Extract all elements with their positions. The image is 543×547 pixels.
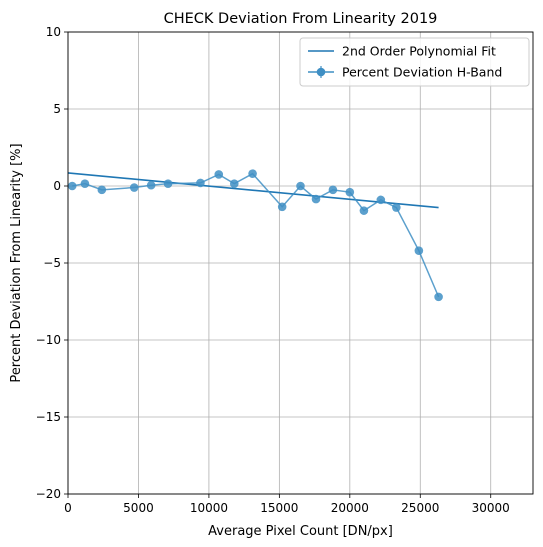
y-tick-label: −15 xyxy=(36,410,61,424)
x-tick-label: 20000 xyxy=(331,501,369,515)
chart-title: CHECK Deviation From Linearity 2019 xyxy=(164,11,438,27)
legend: 2nd Order Polynomial Fit Percent Deviatio… xyxy=(299,37,530,87)
data-point xyxy=(414,246,424,255)
data-point xyxy=(80,179,90,188)
y-tick-label: −5 xyxy=(43,256,61,270)
x-tick-label: 15000 xyxy=(260,501,298,515)
data-point xyxy=(163,179,173,188)
data-point xyxy=(434,292,443,302)
y-tick-label: 10 xyxy=(46,25,61,39)
x-tick-label: 0 xyxy=(64,501,72,515)
data-point xyxy=(345,187,355,197)
series-layer xyxy=(67,169,443,302)
data-point xyxy=(97,185,107,195)
x-tick-label: 30000 xyxy=(472,501,510,515)
data-point xyxy=(229,179,239,188)
legend-marker-swatch xyxy=(316,67,326,77)
data-point xyxy=(376,195,386,205)
y-axis-label: Percent Deviation From Linearity [%] xyxy=(9,143,24,382)
x-tick-label: 25000 xyxy=(401,501,439,515)
data-point xyxy=(277,202,287,212)
axis-ticks: 0 5000 10000 15000 20000 25000 30000 10 5 0 −5 −10 −… xyxy=(36,25,510,515)
data-point xyxy=(328,185,338,195)
data-point xyxy=(196,178,205,188)
data-point xyxy=(129,183,139,192)
x-tick-label: 10000 xyxy=(190,501,228,515)
data-point xyxy=(296,181,305,191)
grid-lines xyxy=(67,31,533,495)
data-point xyxy=(359,206,369,215)
data-point xyxy=(146,180,156,190)
data-point xyxy=(311,194,321,204)
data-point xyxy=(248,169,257,178)
data-point xyxy=(214,170,224,179)
deviation-line xyxy=(72,172,440,298)
legend-box xyxy=(299,37,530,87)
y-tick-label: 5 xyxy=(53,102,61,116)
data-point xyxy=(392,203,401,212)
y-tick-label: −20 xyxy=(36,487,61,501)
x-tick-label: 5000 xyxy=(123,501,154,515)
legend-label: Percent Deviation H-Band xyxy=(342,65,502,80)
data-point xyxy=(67,181,77,191)
y-tick-label: 0 xyxy=(53,179,61,193)
y-tick-label: −10 xyxy=(36,333,61,347)
legend-label: 2nd Order Polynomial Fit xyxy=(342,44,496,59)
x-axis-label: Average Pixel Count [DN/px] xyxy=(208,524,393,539)
